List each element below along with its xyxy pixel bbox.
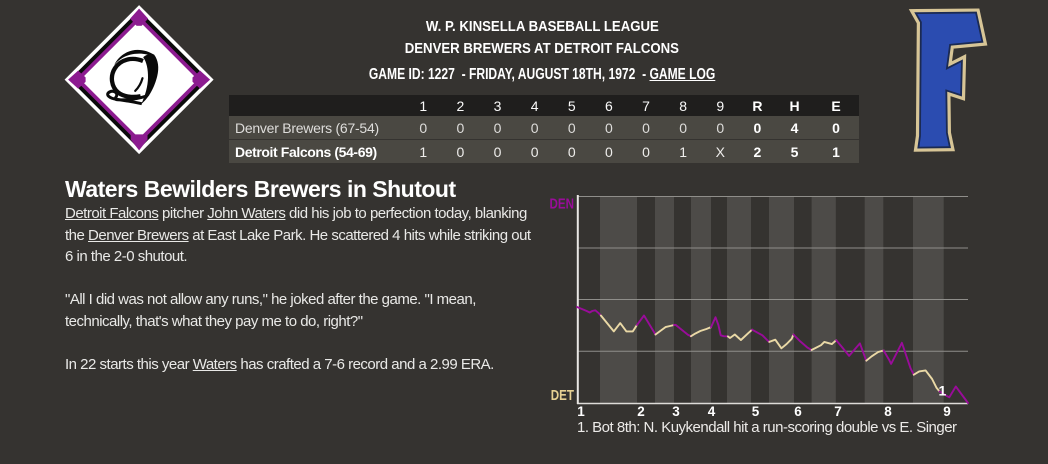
- svg-text:1: 1: [939, 383, 947, 399]
- svg-text:6: 6: [794, 404, 802, 419]
- svg-text:4: 4: [708, 404, 716, 419]
- svg-text:8: 8: [884, 404, 892, 419]
- svg-text:DET: DET: [551, 387, 574, 404]
- svg-text:2: 2: [637, 404, 645, 419]
- svg-text:1: 1: [577, 404, 585, 419]
- svg-text:DEN: DEN: [550, 195, 574, 212]
- svg-text:7: 7: [834, 404, 842, 419]
- svg-text:5: 5: [752, 404, 760, 419]
- svg-text:3: 3: [672, 404, 680, 419]
- svg-text:9: 9: [943, 404, 951, 419]
